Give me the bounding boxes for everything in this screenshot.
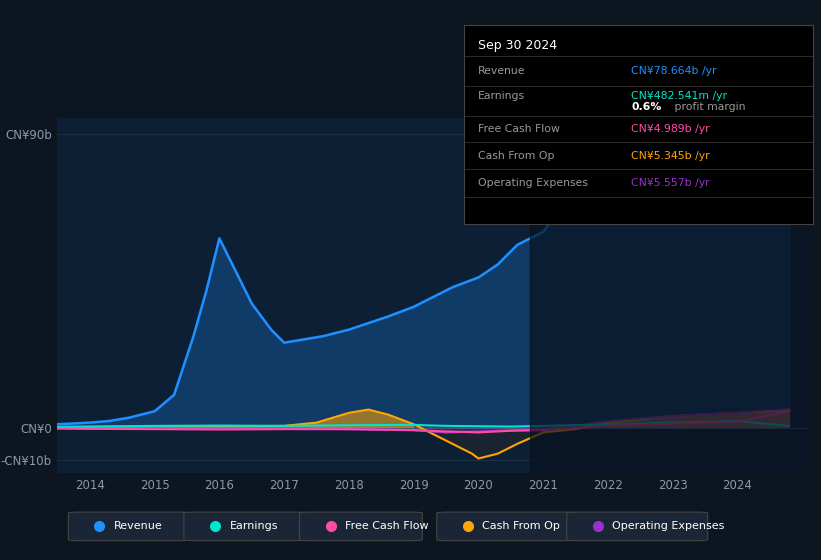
FancyBboxPatch shape	[300, 512, 422, 541]
FancyBboxPatch shape	[437, 512, 578, 541]
Text: profit margin: profit margin	[672, 102, 746, 111]
Text: CN¥5.345b /yr: CN¥5.345b /yr	[631, 151, 710, 161]
Text: Earnings: Earnings	[478, 91, 525, 101]
Text: Cash From Op: Cash From Op	[478, 151, 554, 161]
Text: Free Cash Flow: Free Cash Flow	[345, 521, 429, 531]
Text: Operating Expenses: Operating Expenses	[612, 521, 725, 531]
Text: Sep 30 2024: Sep 30 2024	[478, 39, 557, 52]
Text: Cash From Op: Cash From Op	[482, 521, 560, 531]
Text: Revenue: Revenue	[114, 521, 163, 531]
Text: Earnings: Earnings	[229, 521, 278, 531]
Text: CN¥78.664b /yr: CN¥78.664b /yr	[631, 66, 717, 76]
FancyBboxPatch shape	[68, 512, 191, 541]
Text: CN¥482.541m /yr: CN¥482.541m /yr	[631, 91, 727, 101]
Text: CN¥5.557b /yr: CN¥5.557b /yr	[631, 178, 710, 188]
Text: Free Cash Flow: Free Cash Flow	[478, 124, 560, 134]
Text: CN¥4.989b /yr: CN¥4.989b /yr	[631, 124, 710, 134]
FancyBboxPatch shape	[566, 512, 708, 541]
Text: Operating Expenses: Operating Expenses	[478, 178, 588, 188]
Bar	[530, 118, 821, 473]
FancyBboxPatch shape	[184, 512, 307, 541]
Text: 0.6%: 0.6%	[631, 102, 662, 111]
Text: Revenue: Revenue	[478, 66, 525, 76]
